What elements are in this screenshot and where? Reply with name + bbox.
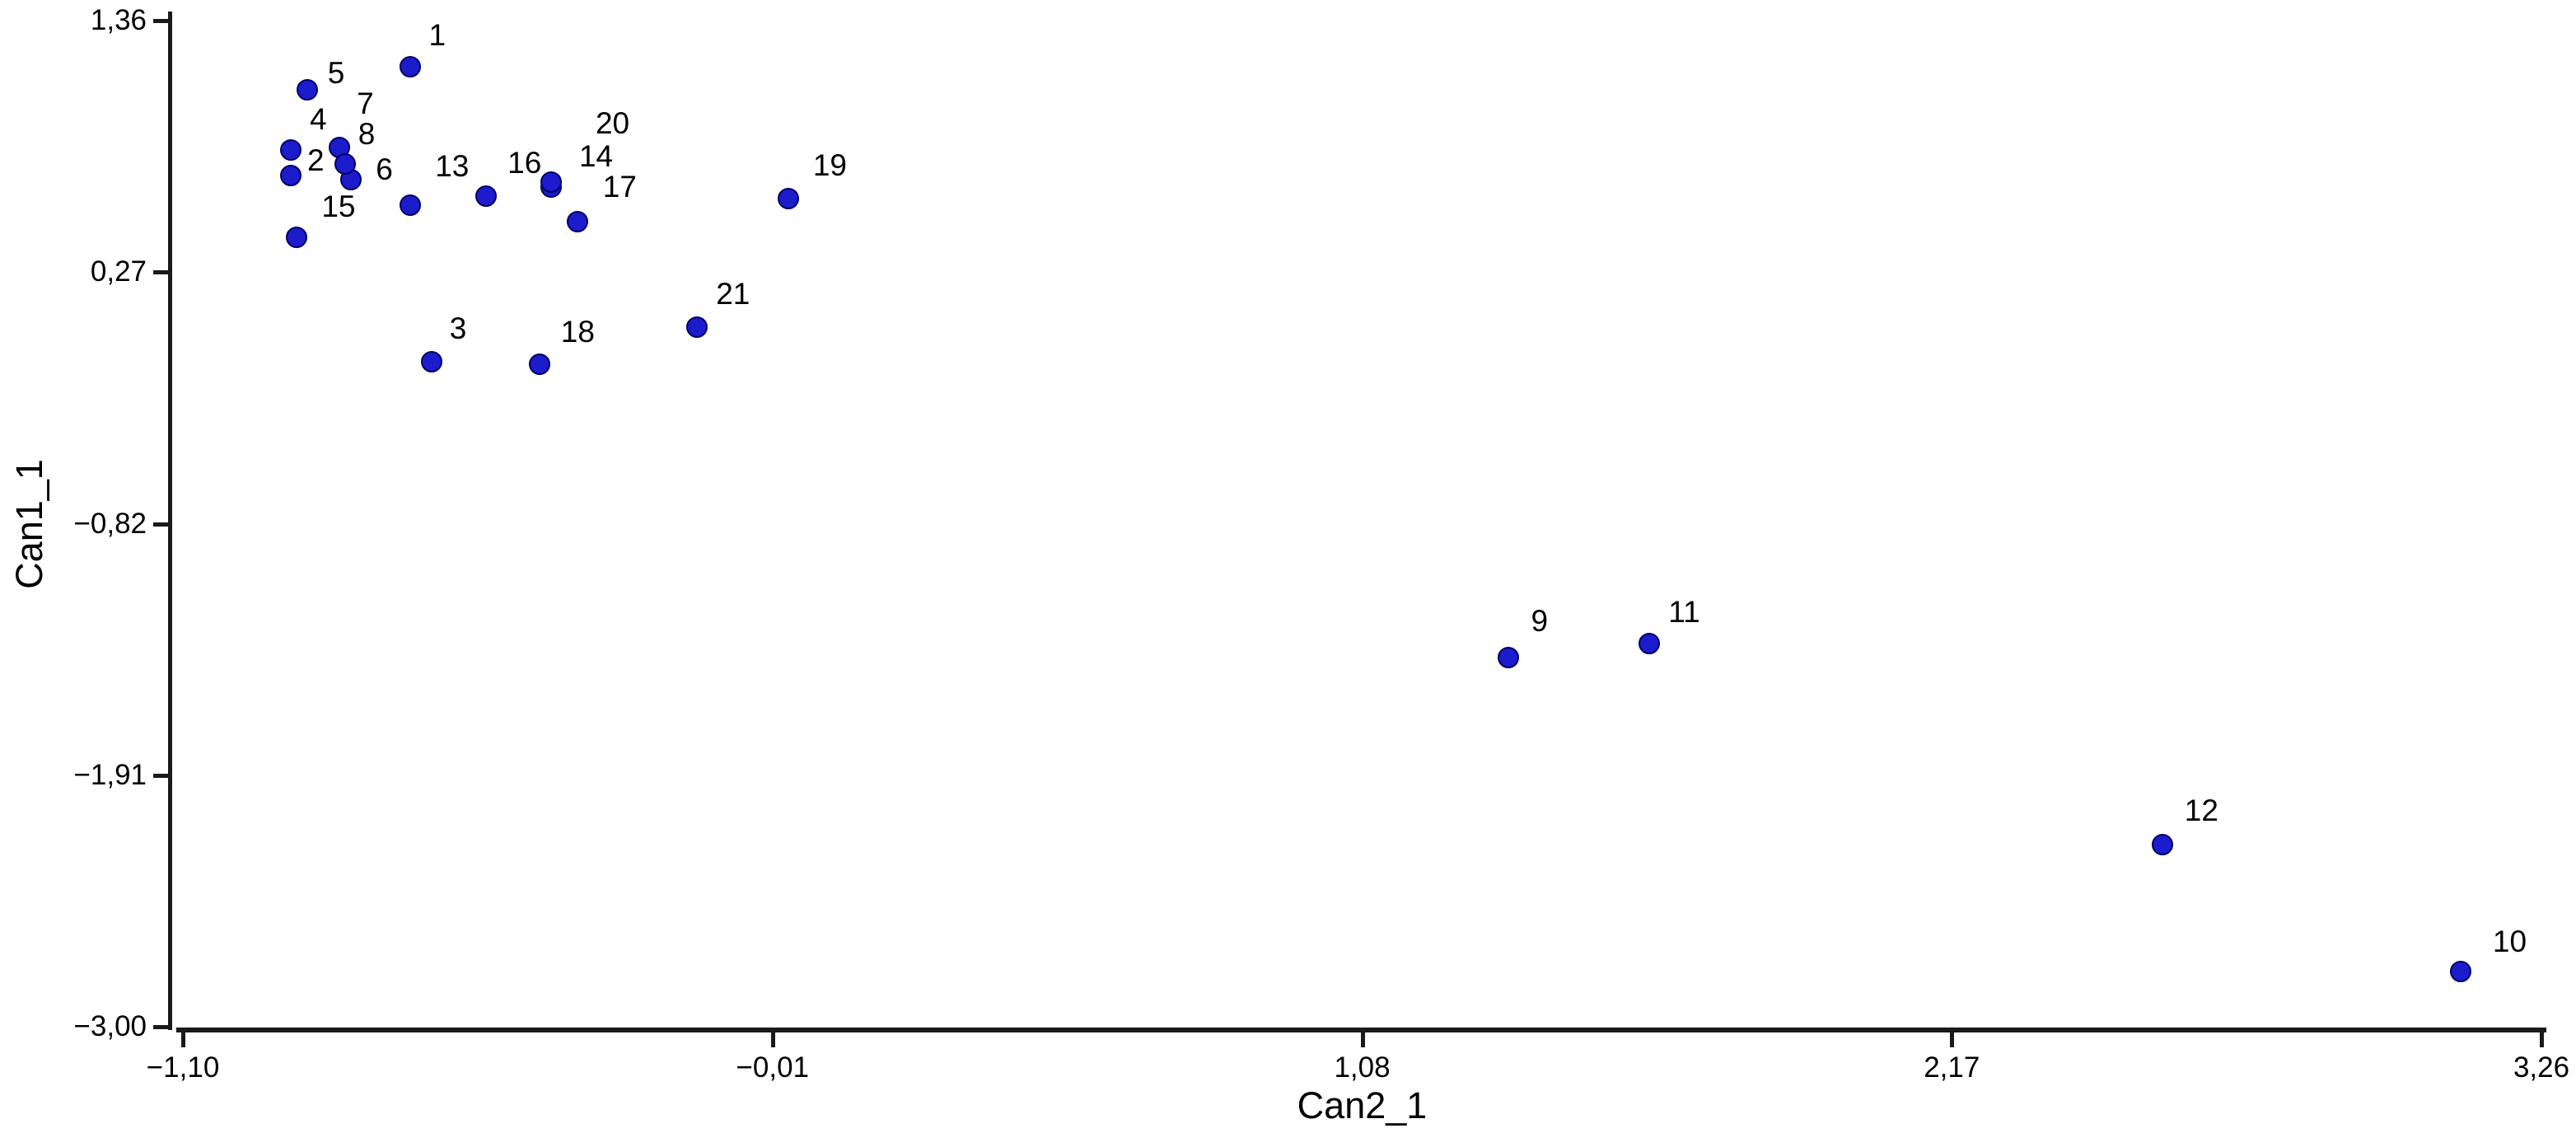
- y-axis-line: [168, 12, 172, 1030]
- data-point: [685, 316, 708, 339]
- y-tick: [153, 19, 168, 23]
- point-label: 12: [2184, 793, 2218, 827]
- point-label: 8: [358, 116, 376, 151]
- data-point: [529, 353, 551, 376]
- data-point: [567, 210, 589, 232]
- point-label: 9: [1531, 603, 1549, 638]
- point-label: 4: [310, 101, 327, 136]
- data-point: [778, 187, 800, 209]
- point-label: 11: [1668, 595, 1700, 630]
- data-point: [1497, 646, 1519, 668]
- y-axis-title: Can1_1: [8, 458, 50, 589]
- data-point: [280, 164, 302, 186]
- x-axis-line: [176, 1028, 2546, 1032]
- point-label: 2: [307, 143, 325, 177]
- data-point: [2152, 833, 2174, 855]
- x-axis-title: Can2_1: [1297, 1084, 1428, 1126]
- data-point: [285, 227, 307, 249]
- y-tick-label: 0,27: [90, 255, 147, 288]
- y-tick-label: −1,91: [73, 758, 147, 791]
- data-point: [399, 194, 421, 217]
- x-tick: [770, 1032, 775, 1047]
- x-tick: [1950, 1032, 1955, 1047]
- x-tick-label: 1,08: [1334, 1051, 1391, 1084]
- point-label: 16: [507, 145, 542, 180]
- point-label: 21: [716, 277, 750, 311]
- x-tick-label: −0,01: [736, 1051, 810, 1084]
- x-tick-label: −1,10: [146, 1051, 220, 1084]
- data-point: [280, 138, 302, 161]
- point-label: 17: [602, 169, 637, 204]
- y-tick: [153, 522, 168, 527]
- point-label: 14: [578, 138, 614, 173]
- y-tick: [153, 773, 168, 778]
- y-tick: [153, 1025, 168, 1029]
- data-point: [334, 152, 356, 175]
- data-point: [540, 171, 562, 194]
- y-tick: [153, 270, 168, 275]
- x-tick: [2540, 1032, 2544, 1047]
- data-point: [399, 56, 421, 77]
- point-label: 20: [595, 106, 630, 141]
- point-label: 6: [376, 152, 393, 187]
- point-label: 5: [327, 56, 345, 90]
- data-point: [1638, 633, 1660, 655]
- point-label: 7: [357, 87, 374, 121]
- point-label: 10: [2492, 924, 2527, 958]
- point-label: 3: [449, 311, 467, 346]
- y-tick-label: −3,00: [73, 1010, 147, 1042]
- data-point: [297, 79, 319, 101]
- x-tick: [181, 1032, 185, 1047]
- data-point: [475, 185, 497, 207]
- point-label: 15: [321, 190, 356, 224]
- point-label: 13: [435, 149, 470, 184]
- x-tick: [1360, 1032, 1365, 1047]
- point-label: 19: [812, 147, 848, 182]
- y-tick-label: −0,82: [73, 507, 147, 540]
- point-label: 1: [428, 18, 446, 52]
- y-tick-label: 1,36: [90, 4, 147, 36]
- x-tick-label: 3,26: [2513, 1051, 2570, 1084]
- data-point: [2449, 960, 2471, 982]
- data-point: [421, 351, 443, 373]
- point-label: 18: [560, 315, 595, 349]
- x-tick-label: 2,17: [1924, 1051, 1980, 1084]
